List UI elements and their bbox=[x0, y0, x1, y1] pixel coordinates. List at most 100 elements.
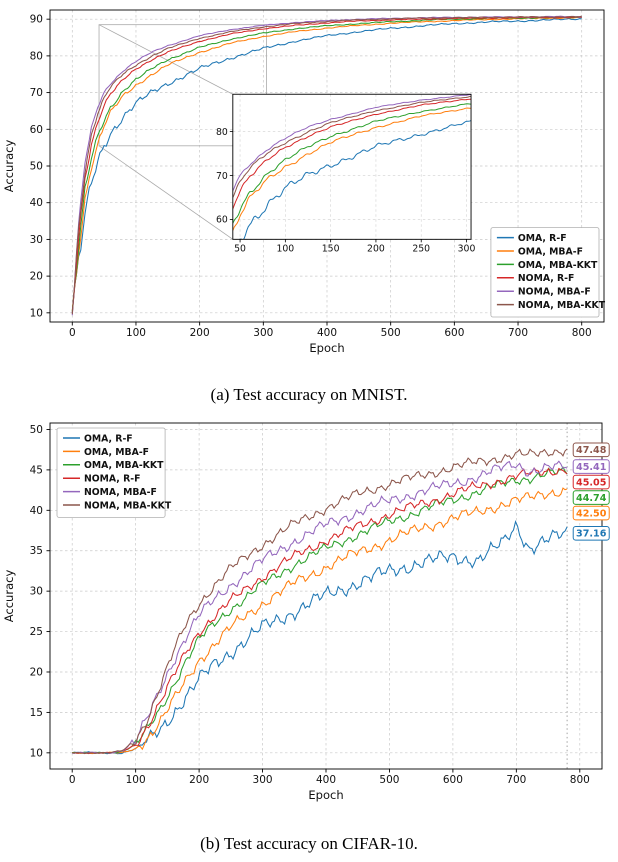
x-tick-label: 600 bbox=[443, 774, 463, 786]
legend-item-oma-mba-f: OMA, MBA-F bbox=[63, 447, 149, 458]
mnist-svg: 0 100 200 300 400 500 600 700 800 10 20 30 40 50 60 70 8… bbox=[0, 0, 618, 372]
ticks: 0 100 200 300 400 500 600 700 800 10 20 30 40 50 60 70 8… bbox=[30, 14, 592, 339]
legend-item-noma-r-f: NOMA, R-F bbox=[496, 273, 574, 284]
legend-label: OMA, MBA-KKT bbox=[518, 260, 598, 271]
x-tick-label: 400 bbox=[317, 327, 337, 339]
inset-series-noma-mba-kkt bbox=[232, 95, 472, 198]
inset-series-oma-r-f bbox=[239, 120, 472, 240]
svg-text:45.05: 45.05 bbox=[576, 477, 606, 488]
series-group bbox=[72, 448, 568, 755]
x-axis-label: Epoch bbox=[309, 341, 344, 355]
cifar-chart: 0 100 200 300 400 500 600 700 800 10 15 20 25 30 35 40 4… bbox=[0, 413, 618, 825]
inset-x-tick-label: 200 bbox=[367, 243, 385, 254]
legend-item-oma-mba-f: OMA, MBA-F bbox=[496, 246, 583, 257]
inset-x-tick-label: 150 bbox=[322, 243, 340, 254]
end-label-noma-mba-f: 45.41 bbox=[572, 459, 610, 474]
end-label-oma-r-f: 37.16 bbox=[572, 525, 610, 541]
inset-series-oma-mba-kkt bbox=[232, 103, 472, 224]
end-label-noma-mba-kkt: 47.48 bbox=[572, 442, 610, 458]
x-tick-label: 200 bbox=[190, 327, 210, 339]
legend-item-oma-r-f: OMA, R-F bbox=[63, 433, 133, 444]
legend-label: OMA, MBA-F bbox=[518, 246, 583, 257]
legend: OMA, R-F OMA, MBA-F OMA, MBA-KKT NOMA, R-F N… bbox=[490, 227, 606, 318]
caption-a: (a) Test accuracy on MNIST. bbox=[210, 385, 408, 404]
caption-b: (b) Test accuracy on CIFAR-10. bbox=[200, 834, 418, 853]
legend-item-oma-mba-kkt: OMA, MBA-KKT bbox=[63, 460, 164, 471]
legend-label: NOMA, MBA-KKT bbox=[518, 300, 606, 311]
inset-x-tick-label: 250 bbox=[412, 243, 430, 254]
series-oma-mba-kkt bbox=[72, 466, 568, 754]
legend-item-noma-r-f: NOMA, R-F bbox=[63, 474, 140, 485]
x-axis-label: Epoch bbox=[308, 788, 343, 802]
y-tick-label: 40 bbox=[30, 505, 43, 517]
x-tick-label: 200 bbox=[189, 774, 209, 786]
x-tick-label: 300 bbox=[253, 774, 273, 786]
svg-text:44.74: 44.74 bbox=[576, 493, 607, 504]
legend-label: OMA, R-F bbox=[84, 433, 133, 444]
series-oma-r-f bbox=[71, 17, 582, 313]
inset-y-tick-label: 80 bbox=[216, 127, 228, 138]
end-label-oma-mba-kkt: 44.74 bbox=[572, 490, 610, 505]
zoom-region bbox=[98, 24, 267, 240]
x-tick-label: 800 bbox=[572, 327, 592, 339]
x-tick-label: 800 bbox=[570, 774, 590, 786]
series-oma-mba-f bbox=[71, 16, 582, 311]
legend-item-oma-r-f: OMA, R-F bbox=[496, 233, 567, 244]
y-axis-label: Accuracy bbox=[2, 570, 16, 623]
y-tick-label: 25 bbox=[30, 626, 43, 638]
x-tick-label: 300 bbox=[253, 327, 273, 339]
series-noma-mba-f bbox=[72, 460, 568, 754]
zoom-connector-bottom bbox=[98, 145, 234, 240]
legend-item-noma-mba-f: NOMA, MBA-F bbox=[496, 287, 591, 298]
y-tick-label: 35 bbox=[30, 545, 43, 557]
inset-y-tick-label: 60 bbox=[216, 215, 228, 226]
end-label-oma-mba-f: 42.50 bbox=[572, 505, 610, 521]
series-group bbox=[71, 15, 582, 316]
end-label-noma-r-f: 45.05 bbox=[572, 474, 610, 490]
legend-label: NOMA, R-F bbox=[84, 474, 140, 485]
inset-series-noma-r-f bbox=[232, 98, 472, 209]
legend-label: OMA, R-F bbox=[518, 233, 567, 244]
y-tick-label: 80 bbox=[30, 50, 43, 62]
x-tick-label: 100 bbox=[126, 327, 146, 339]
x-tick-label: 500 bbox=[379, 774, 399, 786]
cifar-svg: 0 100 200 300 400 500 600 700 800 10 15 20 25 30 35 40 4… bbox=[0, 413, 618, 821]
y-tick-label: 60 bbox=[30, 124, 43, 136]
inset-x-tick-label: 300 bbox=[458, 243, 476, 254]
series-noma-mba-kkt bbox=[71, 15, 582, 315]
svg-text:37.16: 37.16 bbox=[576, 529, 607, 540]
mnist-chart: 0 100 200 300 400 500 600 700 800 10 20 30 40 50 60 70 8… bbox=[0, 0, 618, 376]
legend-label: NOMA, MBA-F bbox=[84, 487, 157, 498]
inset-axes: 50 100 150 200 250 300 60 70 80 bbox=[216, 93, 476, 254]
y-tick-label: 90 bbox=[30, 14, 43, 26]
svg-text:42.50: 42.50 bbox=[576, 508, 607, 519]
x-tick-label: 0 bbox=[69, 774, 76, 786]
y-tick-label: 30 bbox=[30, 586, 43, 598]
y-tick-label: 70 bbox=[30, 87, 43, 99]
inset-x-tick-label: 50 bbox=[234, 243, 246, 254]
y-tick-label: 20 bbox=[30, 271, 43, 283]
series-noma-mba-kkt bbox=[72, 448, 568, 755]
svg-text:47.48: 47.48 bbox=[576, 445, 607, 456]
x-tick-label: 700 bbox=[508, 327, 528, 339]
ticks: 0 100 200 300 400 500 600 700 800 10 15 20 25 30 35 40 4… bbox=[30, 424, 590, 786]
legend-label: NOMA, R-F bbox=[518, 273, 574, 284]
legend-label: NOMA, MBA-F bbox=[518, 287, 591, 298]
x-tick-label: 0 bbox=[69, 327, 76, 339]
y-tick-label: 50 bbox=[30, 424, 43, 436]
zoom-connector-top bbox=[98, 24, 234, 95]
legend-item-oma-mba-kkt: OMA, MBA-KKT bbox=[496, 260, 598, 271]
y-axis-label: Accuracy bbox=[2, 140, 16, 193]
legend-label: NOMA, MBA-KKT bbox=[84, 500, 172, 511]
legend-item-noma-mba-kkt: NOMA, MBA-KKT bbox=[63, 500, 172, 511]
x-tick-label: 600 bbox=[444, 327, 464, 339]
series-noma-mba-f bbox=[71, 15, 582, 316]
x-tick-label: 700 bbox=[506, 774, 526, 786]
legend-item-noma-mba-f: NOMA, MBA-F bbox=[63, 487, 157, 498]
y-tick-label: 40 bbox=[30, 197, 43, 209]
y-tick-label: 20 bbox=[30, 666, 43, 678]
y-tick-label: 15 bbox=[30, 707, 43, 719]
legend-label: OMA, MBA-F bbox=[84, 447, 149, 458]
inset-y-tick-label: 70 bbox=[216, 171, 228, 182]
